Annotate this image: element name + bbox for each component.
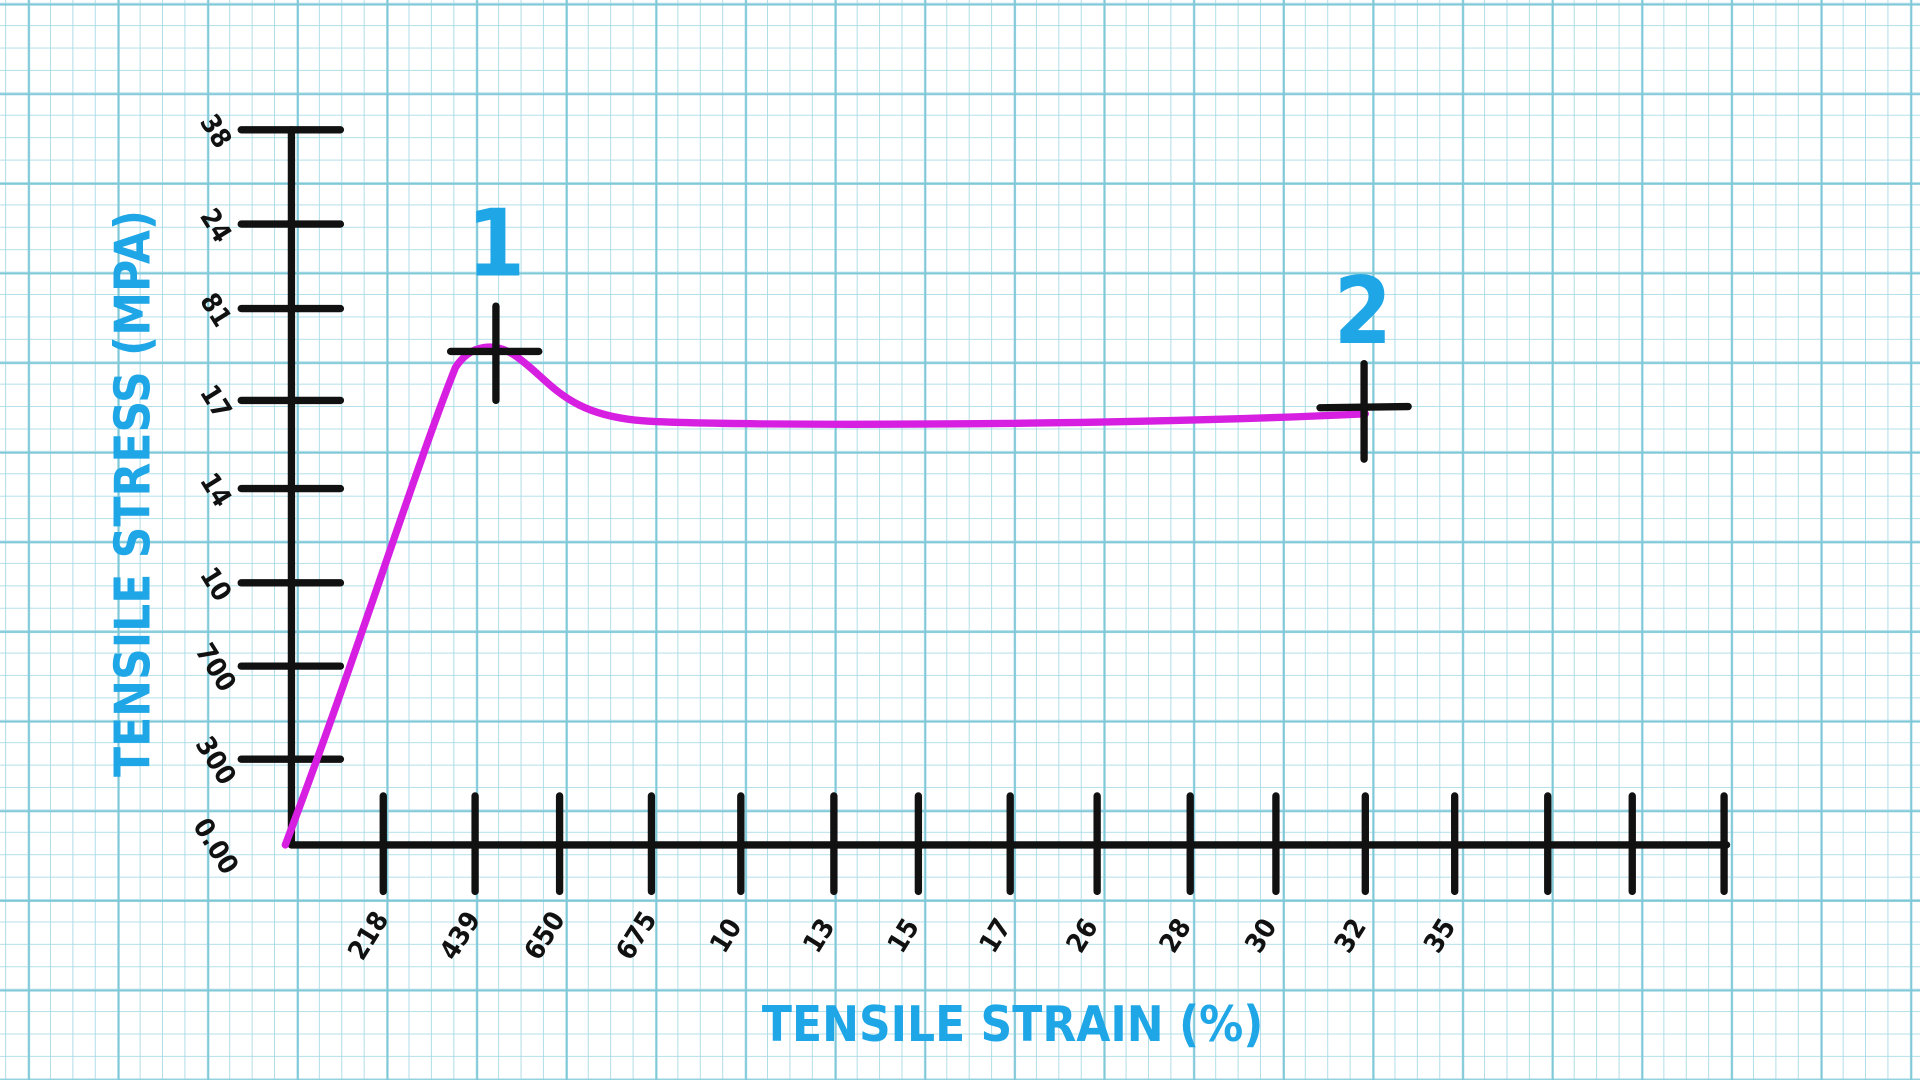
stress-strain-curve [281, 343, 1369, 849]
marker-crosses [446, 302, 1412, 463]
x-axis-title: TENSILE STRAIN (%) [762, 996, 1263, 1053]
y-axis-title: TENSILE STRESS (MPA) [104, 210, 161, 777]
x-ticks [379, 792, 1728, 896]
y-ticks [237, 126, 345, 763]
marker-label: 2 [1334, 257, 1392, 365]
marker-label: 1 [467, 190, 525, 298]
